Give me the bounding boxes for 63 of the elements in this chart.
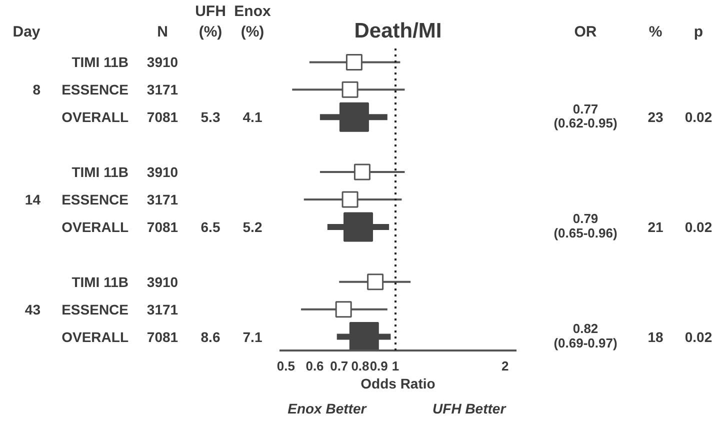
category-label: TIMI 11B [72, 274, 129, 290]
point [342, 81, 358, 98]
text: % [648, 24, 662, 40]
category-label: TIMI 11B [72, 164, 129, 180]
data-label: 43 [24, 301, 41, 318]
data-label: 0.77 (0.62-0.95) [554, 101, 618, 131]
data-label: 3171 [146, 192, 178, 208]
text: Enox (%) [234, 3, 272, 40]
data-label: 0.02 [684, 109, 712, 126]
category-label: TIMI 11B [72, 54, 129, 70]
data-label: 0.82 (0.69-0.97) [554, 321, 618, 350]
data-label: 0.02 [684, 328, 712, 345]
data-label: 6.5 [200, 218, 220, 235]
data-label: 5.2 [242, 218, 262, 235]
data-label: 7081 [146, 328, 178, 345]
x-tick-label: 2 [501, 358, 509, 374]
chart-title: Death/MI [354, 20, 442, 42]
text: p [694, 24, 704, 40]
x-tick-label: 0.7 [330, 358, 348, 374]
data-label: 0.79 (0.65-0.96) [554, 211, 618, 240]
data-label: 21 [648, 218, 664, 235]
point [367, 274, 384, 290]
x-tick-label: 0.8 [351, 358, 370, 374]
data-label: 23 [648, 109, 664, 126]
category-label: ESSENCE [62, 82, 129, 98]
data-label: 3171 [146, 301, 178, 318]
category-label: OVERALL [62, 109, 129, 126]
data-label: 8 [32, 82, 41, 98]
data-label: 3171 [146, 82, 178, 98]
point [346, 54, 362, 70]
text: OR [574, 24, 597, 40]
data-label: 7.1 [242, 328, 262, 345]
data-label: 14 [24, 192, 41, 208]
category-label: ESSENCE [62, 192, 129, 208]
x-tick-label: 0.5 [276, 358, 295, 374]
data-label: 3910 [146, 274, 178, 290]
data-label: 7081 [146, 109, 178, 126]
data-label: 3910 [146, 54, 178, 70]
x-tick-label: 0.9 [370, 358, 388, 374]
data-label: 18 [648, 328, 664, 345]
point [354, 164, 370, 180]
x-tick-label: 0.6 [306, 358, 324, 374]
data-label: 7081 [146, 218, 178, 235]
data-label: 8.6 [200, 328, 220, 345]
data-label: 5.3 [200, 109, 220, 126]
category-label: OVERALL [62, 328, 129, 345]
point [342, 191, 358, 208]
category-label: OVERALL [62, 218, 129, 235]
point [344, 212, 374, 242]
data-label: 4.1 [242, 109, 262, 126]
text: UFH Better [432, 400, 508, 416]
x-tick-label: 1 [392, 358, 400, 374]
category-label: ESSENCE [62, 301, 129, 318]
text: N [157, 24, 168, 40]
data-label: 3910 [146, 164, 178, 180]
text: UFH (%) [195, 3, 226, 40]
data-label: 0.02 [684, 218, 712, 235]
point [339, 102, 369, 132]
text: Enox Better [288, 400, 368, 416]
point [349, 322, 379, 350]
text: Day [12, 24, 41, 40]
x-axis-title: Odds Ratio [360, 376, 436, 392]
point [335, 301, 352, 318]
